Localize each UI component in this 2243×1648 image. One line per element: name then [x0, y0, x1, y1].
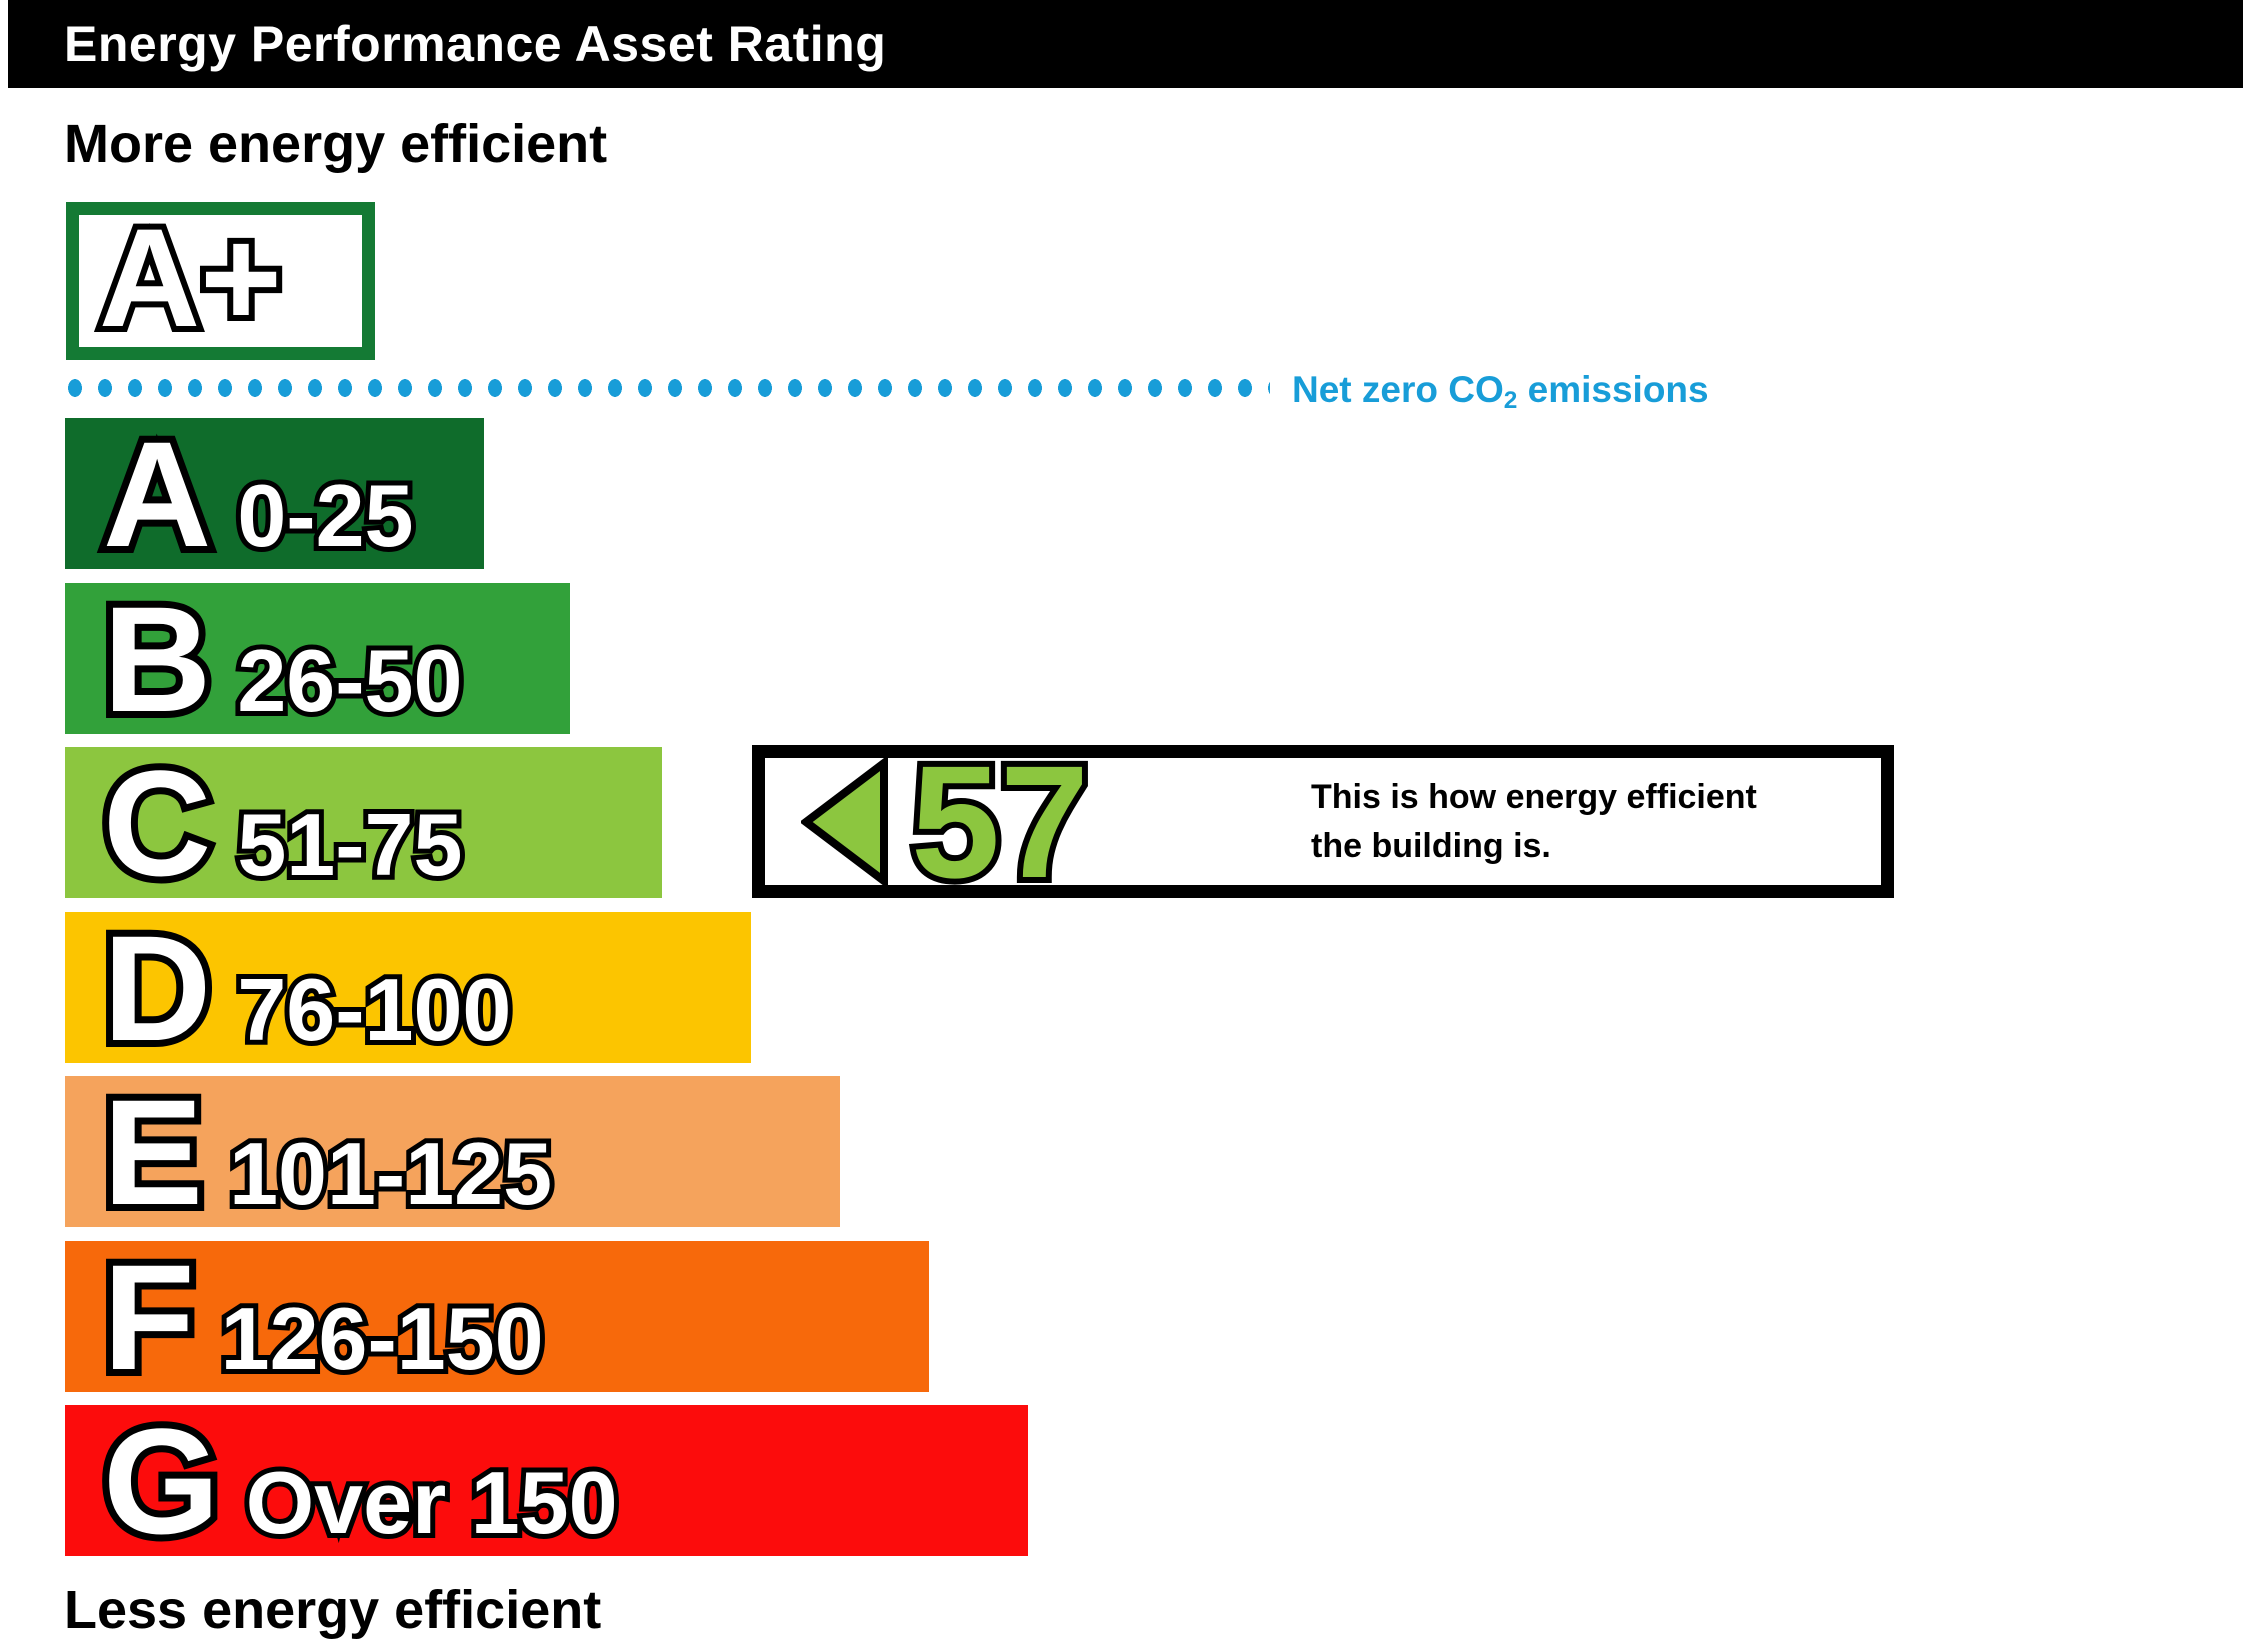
less-efficient-label: Less energy efficient [64, 1580, 602, 1640]
net-zero-dotted-line [66, 377, 1270, 399]
band-range: 26-50 [237, 637, 462, 726]
band-text: G Over 150 [65, 1406, 1028, 1556]
rating-band-row: A 0-25 [65, 418, 484, 569]
band-letter: E [103, 1077, 203, 1227]
net-zero-subscript: 2 [1503, 387, 1518, 415]
net-zero-emissions-label: Net zero CO2 emissions [1292, 368, 1709, 423]
band-a-plus-label: A+ [99, 208, 282, 349]
band-range: 76-100 [237, 966, 511, 1055]
header-bar: Energy Performance Asset Rating [8, 0, 2243, 88]
band-letter: A [103, 419, 212, 569]
rating-band-row: F 126-150 [65, 1241, 929, 1392]
band-text: F 126-150 [65, 1242, 929, 1392]
band-text: E 101-125 [65, 1077, 840, 1227]
band-letter: B [103, 584, 212, 734]
rating-caption: This is how energy efficient the buildin… [1311, 773, 1757, 871]
band-range: 0-25 [237, 472, 413, 561]
net-zero-text-prefix: Net zero CO [1292, 369, 1504, 410]
band-text: B 26-50 [65, 584, 570, 734]
band-a-plus-box: A+ [66, 202, 375, 360]
more-efficient-label: More energy efficient [64, 114, 608, 174]
current-rating-indicator: 57 This is how energy efficient the buil… [752, 741, 1894, 902]
band-letter: D [103, 913, 212, 1063]
band-letter: G [103, 1406, 220, 1556]
band-range: 51-75 [237, 801, 462, 890]
band-letter: C [103, 748, 212, 898]
rating-band-row: C 51-75 [65, 747, 662, 898]
rating-band-row: D 76-100 [65, 912, 751, 1063]
band-text: C 51-75 [65, 748, 662, 898]
page-title: Energy Performance Asset Rating [64, 16, 887, 72]
band-letter: F [103, 1242, 195, 1392]
band-range: Over 150 [246, 1459, 618, 1548]
net-zero-text-suffix: emissions [1517, 369, 1709, 410]
band-range: 126-150 [221, 1295, 544, 1384]
band-range: 101-125 [229, 1130, 552, 1219]
rating-caption-line2: the building is. [1311, 826, 1551, 865]
band-text: A 0-25 [65, 419, 484, 569]
rating-band-row: B 26-50 [65, 583, 570, 734]
left-arrow-icon [801, 757, 888, 886]
rating-band-row: E 101-125 [65, 1076, 840, 1227]
rating-caption-line1: This is how energy efficient [1311, 777, 1757, 816]
rating-value: 57 [911, 741, 1089, 902]
band-text: D 76-100 [65, 913, 751, 1063]
rating-band-row: G Over 150 [65, 1405, 1028, 1556]
